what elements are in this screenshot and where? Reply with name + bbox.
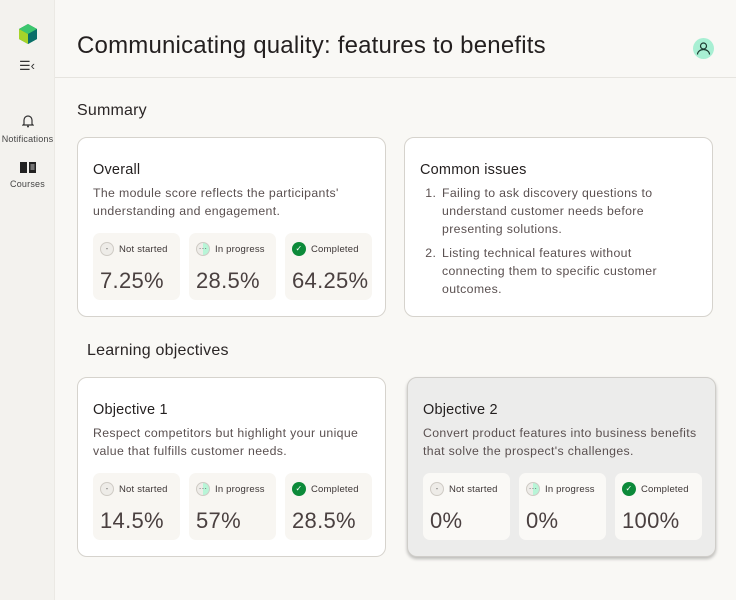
stat-value: 7.25% bbox=[100, 268, 164, 293]
objective-1-card[interactable]: Objective 1 Respect competitors but high… bbox=[77, 377, 386, 557]
stat-label: Completed bbox=[311, 243, 359, 255]
stat-value: 0% bbox=[526, 508, 559, 533]
not-started-icon: - bbox=[430, 482, 444, 496]
card-title: Objective 1 bbox=[93, 402, 168, 418]
in-progress-icon: ··· bbox=[526, 482, 540, 496]
sidebar-item-label: Courses bbox=[10, 179, 45, 189]
stat-value: 14.5% bbox=[100, 508, 164, 533]
sidebar: ☰‹ Notifications Courses bbox=[0, 0, 55, 600]
stat-completed: ✓ Completed 64.25% bbox=[285, 233, 372, 300]
objective-2-card[interactable]: Objective 2 Convert product features int… bbox=[407, 377, 716, 557]
book-icon bbox=[19, 162, 36, 173]
stat-not-started: - Not started 0% bbox=[423, 473, 510, 540]
check-icon: ✓ bbox=[292, 482, 306, 496]
check-icon: ✓ bbox=[292, 242, 306, 256]
stat-label: Not started bbox=[119, 483, 168, 495]
in-progress-icon: ··· bbox=[196, 242, 210, 256]
card-title: Overall bbox=[93, 162, 141, 178]
card-description: Convert product features into business b… bbox=[423, 426, 697, 458]
stats-row: - Not started 0% ··· In progress 0% ✓ Complet… bbox=[423, 473, 702, 540]
not-started-icon: - bbox=[100, 242, 114, 256]
card-title: Common issues bbox=[420, 162, 527, 178]
stat-label: Not started bbox=[119, 243, 168, 255]
summary-heading: Summary bbox=[77, 102, 147, 119]
page-header: Communicating quality: features to benef… bbox=[55, 0, 736, 78]
user-icon bbox=[696, 42, 711, 55]
page-title: Communicating quality: features to benef… bbox=[77, 32, 546, 59]
stat-value: 100% bbox=[622, 508, 680, 533]
stat-completed: ✓ Completed 100% bbox=[615, 473, 702, 540]
bell-icon bbox=[21, 115, 34, 128]
stat-label: In progress bbox=[215, 483, 265, 495]
stats-row: - Not started 7.25% ··· In progress 28.5% ✓ C… bbox=[93, 233, 372, 300]
stat-value: 57% bbox=[196, 508, 241, 533]
stat-in-progress: ··· In progress 28.5% bbox=[189, 233, 276, 300]
stat-value: 0% bbox=[430, 508, 463, 533]
stat-label: Completed bbox=[311, 483, 359, 495]
app-logo[interactable] bbox=[18, 24, 38, 44]
sidebar-item-notifications[interactable]: Notifications bbox=[0, 114, 55, 144]
overall-card: Overall The module score reflects the pa… bbox=[77, 137, 386, 317]
list-item: Listing technical features without conne… bbox=[440, 244, 697, 298]
sidebar-item-label: Notifications bbox=[1, 134, 54, 144]
issues-list: Failing to ask discovery questions to un… bbox=[420, 184, 697, 298]
sidebar-item-courses[interactable]: Courses bbox=[0, 161, 55, 189]
stat-completed: ✓ Completed 28.5% bbox=[285, 473, 372, 540]
user-avatar[interactable] bbox=[693, 38, 714, 59]
not-started-icon: - bbox=[100, 482, 114, 496]
stat-value: 28.5% bbox=[292, 508, 356, 533]
stat-label: Not started bbox=[449, 483, 498, 495]
in-progress-icon: ··· bbox=[196, 482, 210, 496]
objectives-heading: Learning objectives bbox=[87, 342, 229, 359]
stat-in-progress: ··· In progress 57% bbox=[189, 473, 276, 540]
stat-label: In progress bbox=[545, 483, 595, 495]
check-icon: ✓ bbox=[622, 482, 636, 496]
stat-label: In progress bbox=[215, 243, 265, 255]
card-title: Objective 2 bbox=[423, 402, 498, 418]
stat-value: 64.25% bbox=[292, 268, 369, 293]
stat-label: Completed bbox=[641, 483, 689, 495]
list-item: Failing to ask discovery questions to un… bbox=[440, 184, 697, 238]
stat-in-progress: ··· In progress 0% bbox=[519, 473, 606, 540]
stat-not-started: - Not started 14.5% bbox=[93, 473, 180, 540]
stat-value: 28.5% bbox=[196, 268, 260, 293]
common-issues-card: Common issues Failing to ask discovery q… bbox=[404, 137, 713, 317]
stats-row: - Not started 14.5% ··· In progress 57% ✓ Com… bbox=[93, 473, 372, 540]
card-description: Respect competitors but highlight your u… bbox=[93, 426, 359, 458]
stat-not-started: - Not started 7.25% bbox=[93, 233, 180, 300]
collapse-sidebar-icon[interactable]: ☰‹ bbox=[19, 58, 35, 73]
card-description: The module score reflects the participan… bbox=[93, 186, 339, 218]
